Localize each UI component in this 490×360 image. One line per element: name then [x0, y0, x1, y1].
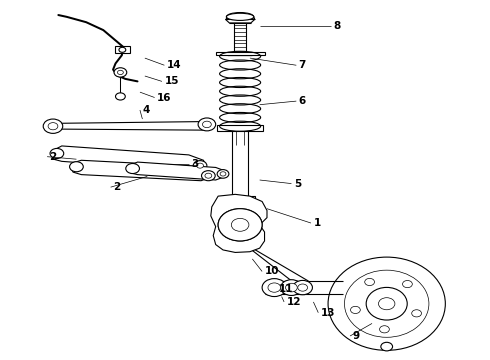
Ellipse shape [344, 270, 429, 337]
Circle shape [48, 123, 58, 130]
Polygon shape [129, 162, 225, 180]
Circle shape [365, 278, 374, 285]
Circle shape [50, 148, 64, 158]
Ellipse shape [366, 287, 407, 320]
Circle shape [202, 121, 211, 128]
Circle shape [43, 119, 63, 134]
Text: 7: 7 [299, 60, 306, 70]
Polygon shape [52, 146, 206, 171]
Circle shape [218, 209, 262, 241]
Polygon shape [72, 160, 213, 181]
Text: 4: 4 [143, 105, 150, 115]
Polygon shape [211, 194, 267, 252]
Circle shape [378, 298, 395, 310]
Ellipse shape [226, 13, 254, 21]
Circle shape [381, 342, 392, 351]
Circle shape [403, 280, 412, 288]
Ellipse shape [328, 257, 445, 350]
Circle shape [201, 171, 215, 181]
Text: 6: 6 [299, 96, 306, 106]
Polygon shape [216, 51, 265, 55]
Circle shape [293, 280, 313, 295]
Circle shape [126, 163, 140, 174]
Text: 14: 14 [167, 60, 181, 70]
Text: 11: 11 [279, 284, 294, 294]
Text: 5: 5 [294, 179, 301, 189]
Text: 13: 13 [321, 308, 335, 318]
Text: 9: 9 [352, 331, 360, 341]
Circle shape [412, 310, 421, 317]
Circle shape [218, 209, 262, 241]
Text: 3: 3 [191, 159, 198, 169]
Circle shape [380, 326, 390, 333]
Text: 2: 2 [113, 182, 121, 192]
Ellipse shape [226, 13, 254, 21]
Polygon shape [225, 19, 255, 23]
Polygon shape [225, 196, 255, 216]
Circle shape [217, 170, 229, 178]
Text: 8: 8 [333, 21, 340, 31]
Circle shape [205, 173, 212, 178]
Text: 2: 2 [49, 152, 57, 162]
Text: 12: 12 [287, 297, 301, 307]
Circle shape [116, 93, 125, 100]
Circle shape [262, 279, 287, 297]
Polygon shape [56, 122, 206, 130]
Text: 15: 15 [164, 76, 179, 86]
Polygon shape [115, 46, 130, 53]
Circle shape [286, 283, 297, 292]
Polygon shape [217, 125, 263, 131]
Circle shape [114, 68, 127, 77]
Circle shape [196, 163, 203, 168]
Polygon shape [228, 53, 252, 55]
Text: 10: 10 [265, 266, 279, 276]
Polygon shape [234, 23, 246, 53]
Circle shape [70, 162, 83, 172]
Circle shape [220, 172, 226, 176]
Circle shape [119, 47, 126, 52]
Circle shape [268, 283, 281, 292]
Circle shape [118, 70, 123, 75]
Text: 16: 16 [157, 93, 171, 103]
Circle shape [198, 118, 216, 131]
Circle shape [193, 161, 207, 171]
Circle shape [350, 306, 360, 314]
Circle shape [231, 219, 249, 231]
Circle shape [281, 280, 302, 296]
Text: 1: 1 [314, 218, 320, 228]
Circle shape [225, 214, 255, 235]
Circle shape [298, 284, 308, 291]
